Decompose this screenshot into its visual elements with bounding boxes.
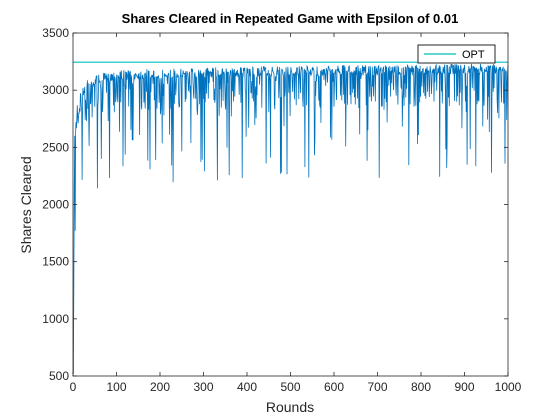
x-tick-label: 900 [454,380,474,394]
x-tick-label: 400 [237,380,257,394]
x-tick-label: 700 [367,380,387,394]
ticks-layer: 0 100 200 300 400 500 600 700 800 900 1000 500 1000 1… [42,26,521,394]
y-tick-label: 3000 [42,83,69,97]
x-tick-label: 600 [324,380,344,394]
legend-label-opt: OPT [462,49,485,61]
x-tick-label: 0 [70,380,77,394]
y-tick-label: 2500 [42,140,69,154]
x-tick-label: 500 [280,380,300,394]
x-tick-label: 200 [150,380,170,394]
y-tick-label: 1000 [42,312,69,326]
y-tick-label: 1500 [42,255,69,269]
x-tick-label: 800 [411,380,431,394]
x-tick-label: 100 [106,380,126,394]
x-tick-label: 300 [193,380,213,394]
series-line-shares-cleared [73,63,509,374]
legend: OPT [417,44,496,64]
y-tick-label: 2000 [42,198,69,212]
y-axis-label: Shares Cleared [18,156,34,253]
y-tick-label: 3500 [42,26,69,40]
x-tick-label: 1000 [495,380,522,394]
y-tick-label: 500 [49,369,69,383]
legend-box [417,44,496,64]
chart-title: Shares Cleared in Repeated Game with Eps… [122,11,459,26]
x-axis-label: Rounds [266,399,314,415]
